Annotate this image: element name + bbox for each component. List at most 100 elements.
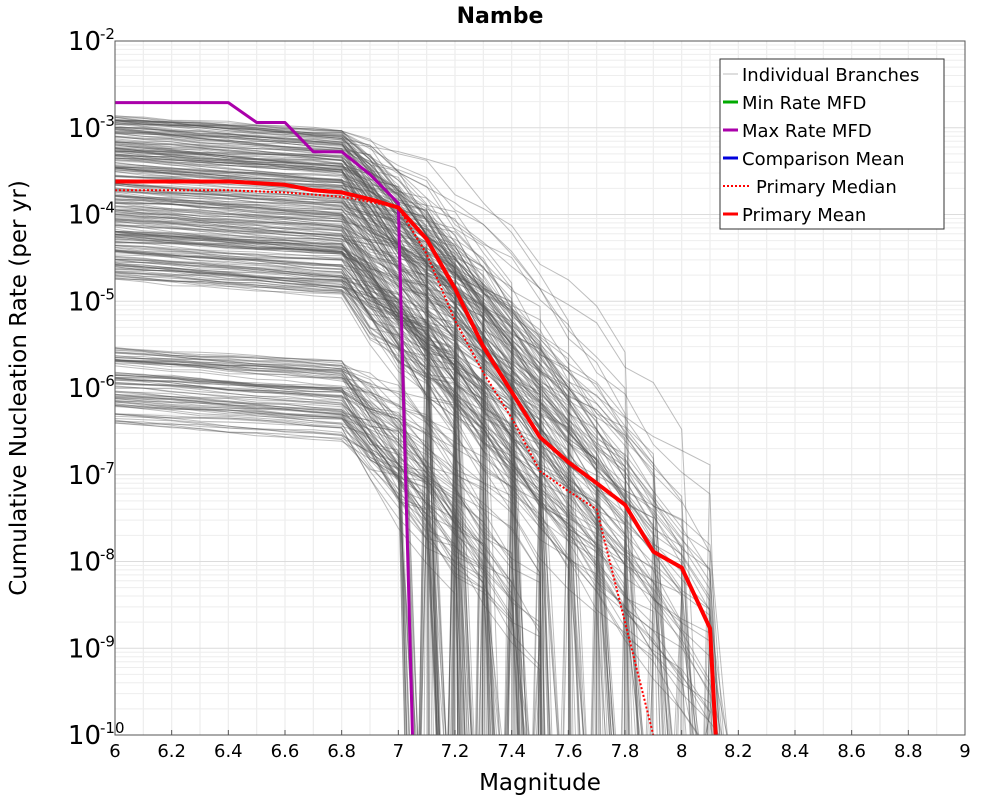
branch-line	[115, 365, 440, 735]
branch-line	[115, 241, 418, 735]
branch-line	[115, 250, 488, 735]
x-tick-label: 6.8	[327, 741, 356, 762]
branch-line	[115, 153, 520, 735]
branch-line	[115, 385, 495, 735]
branch-line	[115, 262, 551, 735]
branch-line	[115, 119, 513, 735]
branch-line	[115, 352, 466, 735]
branch-line	[115, 182, 541, 735]
branch-line	[115, 268, 687, 735]
branch-line	[115, 398, 406, 735]
branch-line	[115, 349, 519, 735]
branch-line	[115, 265, 576, 735]
branch-line	[115, 276, 524, 735]
branch-line	[115, 278, 428, 735]
branch-line	[115, 271, 580, 735]
x-tick-label: 7.2	[441, 741, 470, 762]
branch-line	[115, 194, 723, 735]
y-tick-base: 10	[68, 548, 101, 578]
branch-line	[115, 347, 438, 735]
branch-line	[115, 119, 587, 735]
branch-line	[115, 155, 633, 735]
branch-line	[115, 219, 438, 735]
branch-line	[115, 202, 627, 735]
x-tick-label: 6.2	[157, 741, 186, 762]
branch-line	[115, 398, 519, 735]
y-tick-base: 10	[68, 287, 101, 317]
branch-line	[115, 351, 456, 735]
branch-line	[115, 239, 584, 735]
branch-line	[115, 224, 579, 735]
branch-line	[115, 374, 470, 735]
branch-line	[115, 237, 445, 735]
branch-line	[115, 359, 484, 735]
branch-line	[115, 122, 524, 735]
branch-line	[115, 390, 428, 735]
branch-line	[115, 117, 639, 735]
branch-line	[115, 148, 683, 735]
branch-line	[115, 189, 717, 735]
branch-line	[115, 167, 626, 735]
branch-line	[115, 249, 644, 735]
series-line-primary-mean	[115, 179, 718, 735]
branch-line	[115, 405, 513, 735]
branch-line	[115, 154, 514, 735]
branch-line	[115, 175, 406, 735]
branch-line	[115, 205, 654, 735]
branch-line	[115, 275, 615, 735]
branch-line	[115, 250, 630, 735]
branch-line	[115, 274, 719, 735]
branch-line	[115, 394, 501, 735]
branch-line	[115, 224, 601, 735]
branch-line	[115, 167, 586, 735]
branch-line	[115, 184, 697, 735]
y-axis-label: Cumulative Nucleation Rate (per yr)	[6, 180, 32, 596]
branch-line	[115, 162, 484, 735]
branch-line	[115, 422, 428, 735]
branch-line	[115, 271, 541, 735]
branch-line	[115, 139, 441, 735]
y-tick-exponent: -4	[100, 199, 115, 217]
x-tick-label: 7	[393, 741, 404, 762]
y-tick-base: 10	[68, 461, 101, 491]
branch-line	[115, 223, 407, 735]
branch-line	[115, 234, 715, 735]
branch-line	[115, 386, 438, 735]
branch-line	[115, 182, 461, 735]
branch-line	[115, 405, 456, 735]
branch-line	[115, 115, 428, 735]
grid	[114, 41, 966, 736]
branch-line	[115, 376, 408, 735]
branch-line	[115, 194, 541, 735]
branch-line	[115, 257, 523, 735]
branch-line	[115, 403, 495, 735]
branch-line	[115, 360, 541, 735]
legend-label: Primary Median	[756, 177, 897, 198]
branch-line	[115, 200, 465, 735]
branch-line	[115, 379, 503, 735]
branch-line	[115, 359, 410, 735]
branch-line	[115, 218, 558, 735]
y-tick: 10 -2	[68, 25, 115, 57]
branch-line	[115, 126, 484, 735]
branch-line	[115, 373, 541, 735]
branch-line	[115, 123, 626, 735]
branch-line	[115, 209, 484, 735]
y-tick-base: 10	[68, 27, 101, 57]
branch-line	[115, 262, 713, 735]
y-tick-exponent: -5	[100, 285, 115, 303]
series-layer	[115, 101, 718, 735]
branch-line	[115, 120, 640, 735]
branch-line	[115, 234, 456, 735]
branch-line	[115, 413, 513, 735]
branch-line	[115, 264, 585, 735]
branch-line	[115, 383, 484, 735]
branch-line	[115, 158, 673, 735]
branch-line	[115, 168, 484, 735]
y-tick-exponent: -3	[100, 112, 115, 130]
branch-line	[115, 387, 408, 735]
branch-line	[115, 183, 491, 735]
y-tick: 10 -5	[68, 285, 115, 317]
branch-line	[115, 151, 489, 735]
branch-line	[115, 375, 526, 735]
